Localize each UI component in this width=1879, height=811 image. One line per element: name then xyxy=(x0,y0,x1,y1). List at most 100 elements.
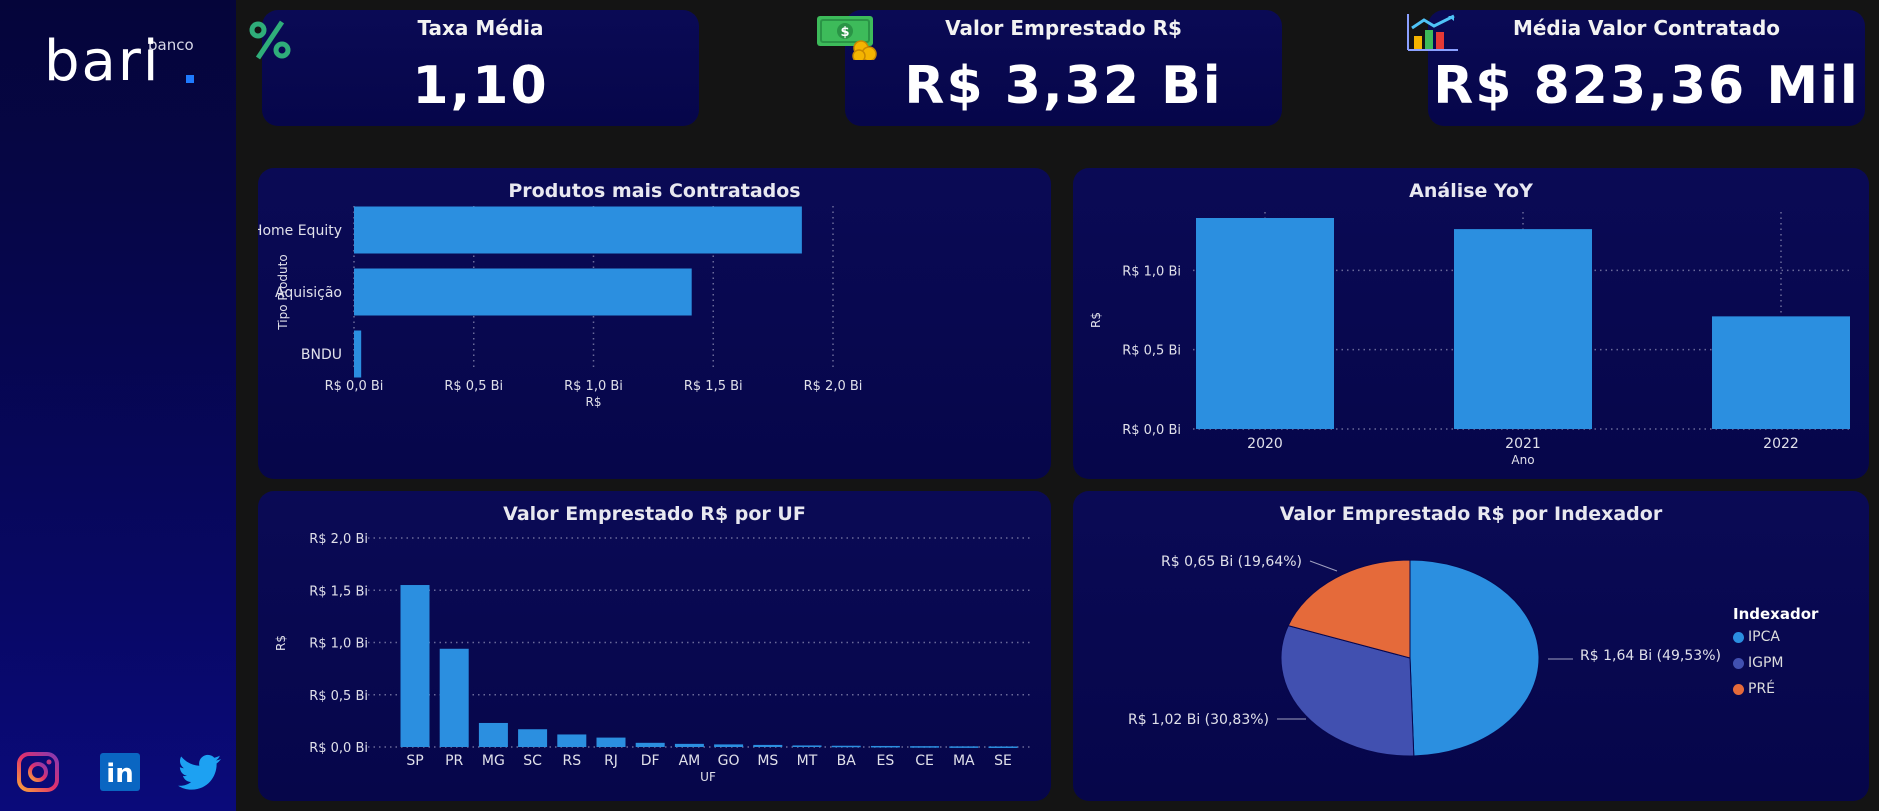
data-label: R$ 0,65 Bi (19,64%) xyxy=(1161,554,1302,570)
legend-item[interactable]: PRÉ xyxy=(1733,681,1818,697)
chart-card-yoy: Análise YoY R$ 0,0 Bi R$ 0,5 Bi R$ 1,0 Bi 2… xyxy=(1073,168,1869,479)
bar xyxy=(400,585,430,747)
instagram-icon[interactable] xyxy=(12,751,64,793)
x-tick-label: MT xyxy=(797,753,818,769)
x-tick-label: DF xyxy=(641,753,660,769)
legend-dot xyxy=(1733,683,1744,695)
x-tick-label: 2020 xyxy=(1247,436,1283,452)
leader-line xyxy=(1309,560,1338,572)
data-label: R$ 1,02 Bi (30,83%) xyxy=(1128,712,1269,728)
bari-logo[interactable]: banco bari xyxy=(44,29,204,94)
chart-uf: R$ 0,0 Bi R$ 0,5 Bi R$ 1,0 Bi R$ 1,5 Bi R$ 2… xyxy=(274,532,1030,784)
bar xyxy=(354,268,692,316)
bar xyxy=(1196,218,1334,429)
legend-dot xyxy=(1733,657,1744,669)
bar xyxy=(518,729,548,747)
legend-item[interactable]: IPCA xyxy=(1733,629,1818,645)
bar xyxy=(635,742,665,747)
bar xyxy=(714,744,744,747)
bar xyxy=(792,745,822,747)
pie-slice xyxy=(1287,559,1411,659)
x-tick-label: RJ xyxy=(604,753,618,769)
legend-label: PRÉ xyxy=(1748,681,1776,697)
bar xyxy=(910,746,940,748)
chart-card-produtos: Produtos mais Contratados R$ 0,0 Bi R$ 0,… xyxy=(258,168,1051,479)
chart-title: Produtos mais Contratados xyxy=(508,180,801,202)
bar xyxy=(831,745,861,748)
bar xyxy=(596,737,626,747)
kpi-card-valor-emprestado: Valor Emprestado R$ R$ 3,32 Bi xyxy=(845,10,1282,126)
x-tick-label: MS xyxy=(757,753,778,769)
kpi-value: R$ 3,32 Bi xyxy=(904,56,1223,116)
x-tick-label: SE xyxy=(994,753,1012,769)
chart-title: Valor Emprestado R$ por Indexador xyxy=(1279,503,1663,525)
x-tick-label: MG xyxy=(482,753,505,769)
kpi-value: R$ 823,36 Mil xyxy=(1433,56,1860,116)
x-axis-title: Ano xyxy=(1511,453,1534,467)
x-tick-label: R$ 0,0 Bi xyxy=(325,379,384,394)
bar xyxy=(1712,316,1850,429)
legend-title: Indexador xyxy=(1733,605,1819,623)
category-label: Aquisição xyxy=(275,285,342,301)
bar xyxy=(1454,229,1592,429)
x-tick-label: BA xyxy=(837,753,857,769)
bar xyxy=(439,648,469,747)
chart-title: Valor Emprestado R$ por UF xyxy=(503,503,806,525)
y-tick-label: R$ 1,5 Bi xyxy=(309,584,368,599)
data-label: R$ 1,64 Bi (49,53%) xyxy=(1580,648,1721,664)
y-tick-label: R$ 0,5 Bi xyxy=(1122,344,1181,359)
kpi-title: Taxa Média xyxy=(417,16,544,40)
x-tick-label: MA xyxy=(953,753,975,769)
bar xyxy=(354,330,362,378)
linkedin-icon[interactable]: in xyxy=(94,751,146,793)
x-tick-label: R$ 1,0 Bi xyxy=(564,379,623,394)
y-axis-title: Tipo Produto xyxy=(276,254,290,330)
bar xyxy=(988,746,1018,748)
pie-legend: Indexador IPCA IGPM PRÉ xyxy=(1733,605,1818,707)
x-tick-label: GO xyxy=(718,753,740,769)
x-tick-label: RS xyxy=(562,753,581,769)
x-axis-title: R$ xyxy=(586,395,602,409)
bar xyxy=(753,744,783,747)
logo-small-text: banco xyxy=(148,36,194,54)
kpi-card-taxa-media: Taxa Média 1,10 xyxy=(262,10,699,126)
percent-icon xyxy=(248,18,296,64)
x-tick-label: R$ 1,5 Bi xyxy=(684,379,743,394)
x-tick-label: R$ 2,0 Bi xyxy=(804,379,863,394)
bar xyxy=(870,745,900,748)
logo-dot xyxy=(186,75,194,83)
kpi-title: Média Valor Contratado xyxy=(1512,16,1781,40)
legend-item[interactable]: IGPM xyxy=(1733,655,1818,671)
logo-big-text: bari xyxy=(44,29,161,94)
chart-yoy: R$ 0,0 Bi R$ 0,5 Bi R$ 1,0 Bi 2020 2021 2022 A… xyxy=(1089,212,1853,467)
x-tick-label: AM xyxy=(679,753,701,769)
x-axis-title: UF xyxy=(700,770,716,784)
chart-card-indexador: Valor Emprestado R$ por Indexador R$ 1,6… xyxy=(1073,491,1869,801)
chart-pie: R$ 1,64 Bi (49,53%) R$ 1,02 Bi (30,83%) R$… xyxy=(1128,554,1721,757)
bar xyxy=(557,734,587,747)
category-label: BNDU xyxy=(301,347,342,363)
kpi-value: 1,10 xyxy=(412,56,549,116)
y-tick-label: R$ 2,0 Bi xyxy=(309,532,368,547)
twitter-icon[interactable] xyxy=(174,751,226,793)
chart-card-uf: Valor Emprestado R$ por UF R$ 0,0 Bi R$ 0… xyxy=(258,491,1051,801)
x-tick-label: SP xyxy=(406,753,423,769)
legend-label: IPCA xyxy=(1748,629,1780,645)
money-icon: $ xyxy=(815,12,881,64)
y-tick-label: R$ 1,0 Bi xyxy=(309,637,368,652)
pie-slice xyxy=(1409,559,1540,757)
y-tick-label: R$ 1,0 Bi xyxy=(1122,264,1181,279)
bar xyxy=(478,722,508,747)
x-tick-label: R$ 0,5 Bi xyxy=(444,379,503,394)
x-tick-label: 2022 xyxy=(1763,436,1799,452)
x-tick-label: SC xyxy=(523,753,542,769)
sidebar: banco bari in xyxy=(0,0,236,811)
chart-produtos: R$ 0,0 Bi R$ 0,5 Bi R$ 1,0 Bi R$ 1,5 Bi R$ 2… xyxy=(258,206,863,409)
x-tick-label: CE xyxy=(915,753,934,769)
pie-slice xyxy=(1280,625,1415,757)
x-tick-label: PR xyxy=(445,753,463,769)
legend-label: IGPM xyxy=(1748,655,1784,671)
y-tick-label: R$ 0,0 Bi xyxy=(309,741,368,756)
bar xyxy=(674,743,704,747)
category-label: Home Equity xyxy=(258,223,342,239)
